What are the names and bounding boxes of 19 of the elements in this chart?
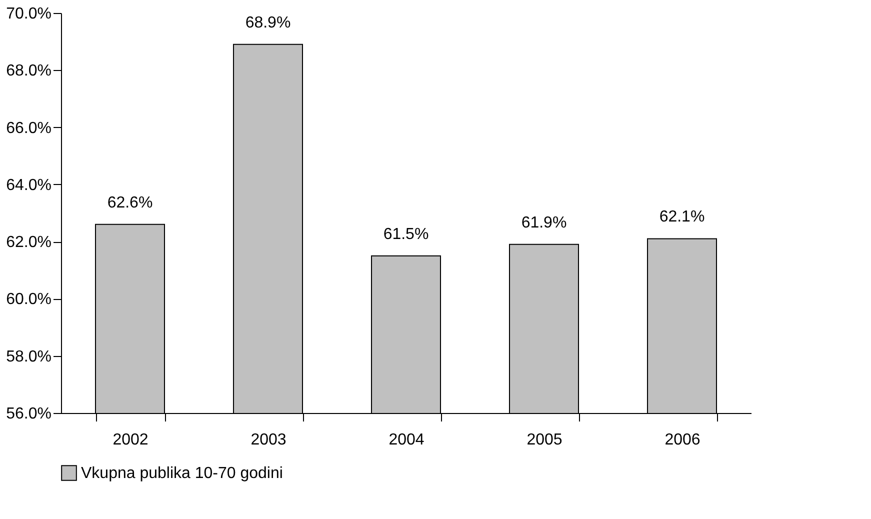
x-tick-label: 2003 — [250, 432, 286, 448]
data-label: 62.1% — [659, 208, 705, 226]
y-tick-label: 62.0% — [6, 234, 52, 252]
y-tick-label: 66.0% — [6, 120, 52, 137]
y-tick-label: 60.0% — [6, 291, 52, 308]
data-label: 68.9% — [245, 14, 291, 32]
data-label: 61.5% — [383, 226, 429, 243]
x-tick-label: 2002 — [112, 432, 148, 448]
data-label: 62.6% — [107, 194, 153, 212]
legend-label: Vkupna publika 10-70 godini — [81, 465, 283, 482]
x-tick-label: 2005 — [526, 432, 562, 448]
x-tick-label: 2006 — [664, 432, 700, 448]
y-tick-label: 70.0% — [6, 6, 52, 22]
y-tick-label: 56.0% — [6, 406, 52, 422]
y-tick-label: 64.0% — [6, 176, 52, 194]
data-label: 61.9% — [521, 214, 567, 232]
x-tick-label: 2004 — [388, 432, 424, 448]
y-tick-label: 58.0% — [6, 348, 52, 366]
y-tick-label: 68.0% — [6, 62, 52, 80]
